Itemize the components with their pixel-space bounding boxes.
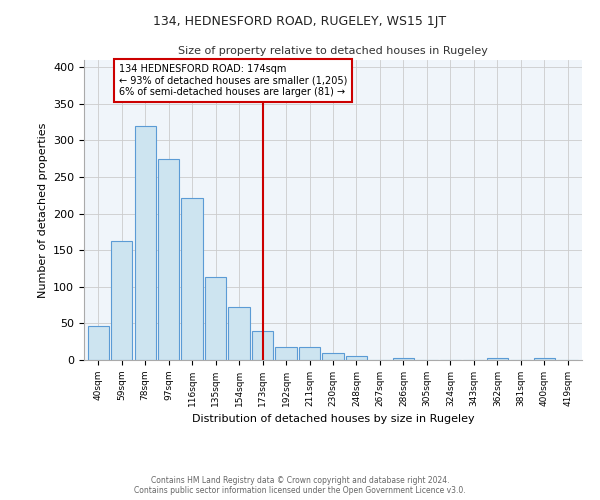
Bar — [252, 332, 273, 360]
Bar — [181, 198, 203, 360]
Text: 134 HEDNESFORD ROAD: 174sqm
← 93% of detached houses are smaller (1,205)
6% of s: 134 HEDNESFORD ROAD: 174sqm ← 93% of det… — [119, 64, 347, 97]
Bar — [322, 352, 344, 360]
Bar — [205, 276, 226, 360]
Bar — [229, 308, 250, 360]
X-axis label: Distribution of detached houses by size in Rugeley: Distribution of detached houses by size … — [191, 414, 475, 424]
Text: Contains HM Land Registry data © Crown copyright and database right 2024.
Contai: Contains HM Land Registry data © Crown c… — [134, 476, 466, 495]
Bar — [158, 159, 179, 360]
Y-axis label: Number of detached properties: Number of detached properties — [38, 122, 47, 298]
Title: Size of property relative to detached houses in Rugeley: Size of property relative to detached ho… — [178, 46, 488, 56]
Bar — [275, 347, 296, 360]
Bar — [88, 326, 109, 360]
Bar — [111, 242, 132, 360]
Bar — [134, 126, 155, 360]
Bar — [299, 347, 320, 360]
Bar — [534, 358, 555, 360]
Bar — [393, 358, 414, 360]
Bar — [346, 356, 367, 360]
Text: 134, HEDNESFORD ROAD, RUGELEY, WS15 1JT: 134, HEDNESFORD ROAD, RUGELEY, WS15 1JT — [154, 15, 446, 28]
Bar — [487, 358, 508, 360]
